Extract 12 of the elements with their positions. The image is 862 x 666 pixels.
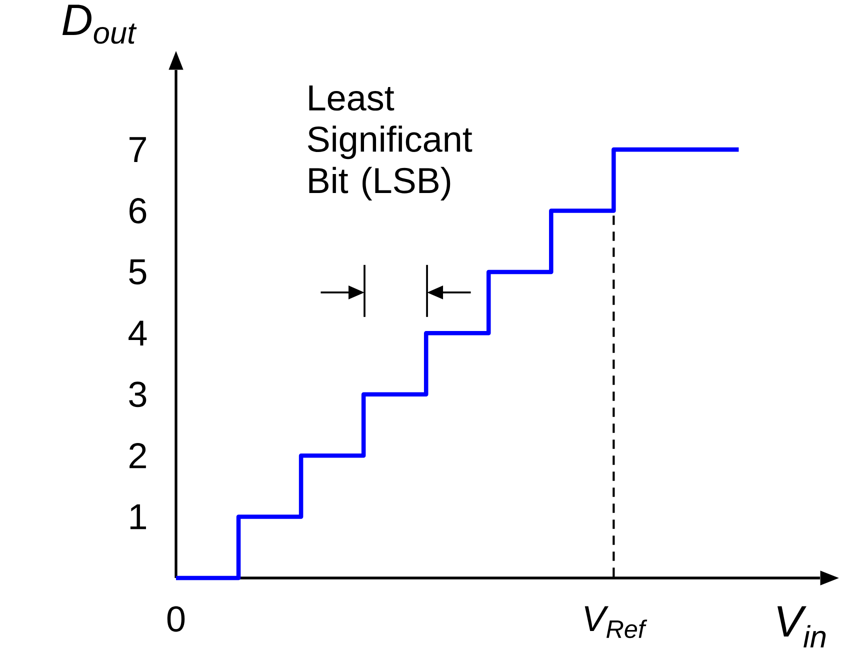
y-tick-label: 3 bbox=[129, 382, 146, 408]
y-tick-label: 1 bbox=[130, 504, 146, 530]
y-tick-label: 6 bbox=[130, 198, 146, 224]
annotation: Least Significant Bit (LSB) bbox=[308, 86, 472, 200]
y-tick-label: 5 bbox=[129, 259, 146, 285]
y-axis-title: D$_{out}$ bbox=[62, 4, 137, 44]
x-axis-title: V$_{in}$ bbox=[778, 606, 826, 648]
y-tick-label: 7 bbox=[130, 137, 146, 162]
y-tick-label: 2 bbox=[130, 443, 146, 468]
x-tick-label: V$_{Ref}$ bbox=[584, 606, 648, 638]
x-tick-label: 0 bbox=[167, 606, 185, 632]
y-tick-label: 4 bbox=[128, 320, 147, 346]
